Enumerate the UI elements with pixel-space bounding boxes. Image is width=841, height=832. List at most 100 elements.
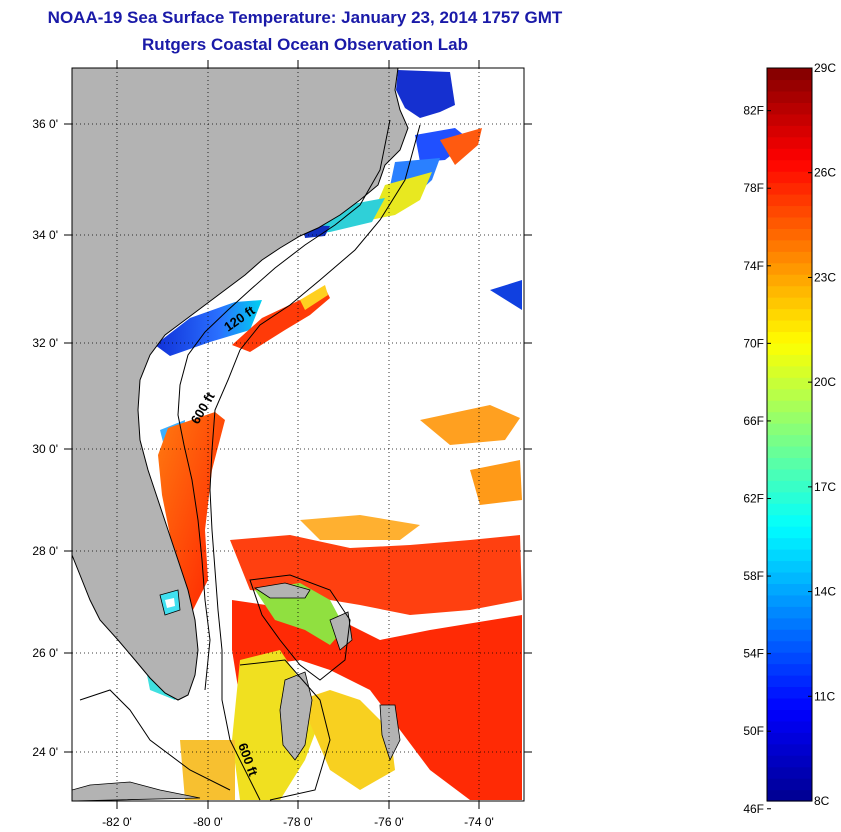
fahrenheit-scale: 82F 78F 74F 70F 66F 62F 58F 54F 50F 46F [743, 104, 771, 816]
colorbar-frame [766, 67, 813, 802]
lon-label: -76 0' [374, 815, 404, 829]
lat-label: 24 0' [32, 745, 58, 759]
colorbar-band [767, 617, 812, 630]
colorbar-band [767, 594, 812, 607]
colorbar-band [767, 319, 812, 333]
contour-great-bahama-bank [239, 659, 331, 801]
sst-patch [180, 740, 235, 800]
andros-island [279, 671, 313, 761]
lat-label: 28 0' [32, 544, 58, 558]
land [71, 67, 409, 802]
colorbar-band [767, 571, 812, 584]
sst-patch [232, 600, 522, 800]
celsius-tick-label: 11C [814, 689, 835, 703]
colorbar-band [767, 434, 812, 447]
lon-label: -80 0' [193, 815, 223, 829]
colorbar-band [767, 606, 812, 619]
colorbar-band [767, 629, 812, 642]
axis-ticks [64, 60, 532, 809]
colorbar-band [767, 526, 812, 539]
colorbar-band [767, 182, 812, 195]
contour-600ft [209, 124, 421, 801]
colorbar-band [767, 377, 812, 390]
lon-label: -82 0' [102, 815, 132, 829]
colorbar-band [767, 102, 812, 115]
colorbar-bands [767, 68, 812, 802]
fahrenheit-tick-label: 62F [743, 492, 764, 506]
sst-patch [300, 515, 420, 540]
celsius-scale: 29C 26C 23C 20C 17C 14C 11C 8C [808, 61, 836, 808]
fahrenheit-tick-label: 74F [743, 259, 764, 273]
abaco-island [329, 611, 353, 651]
colorbar-band [767, 205, 812, 218]
colorbar-band [767, 68, 812, 81]
sst-patch [396, 70, 455, 118]
colorbar-band [767, 308, 812, 321]
sst-patch [158, 412, 225, 612]
celsius-tick-label: 14C [814, 585, 836, 599]
map-subtitle: Rutgers Coastal Ocean Observation Lab [142, 35, 468, 54]
celsius-tick-label: 29C [814, 61, 836, 75]
colorbar-band [767, 171, 812, 184]
colorbar-band [767, 709, 812, 722]
lat-label: 34 0' [32, 228, 58, 242]
depth-contours [79, 119, 421, 801]
celsius-tick-label: 8C [814, 794, 830, 808]
colorbar-band [767, 159, 812, 172]
celsius-tick-label: 17C [814, 480, 836, 494]
colorbar-band [767, 365, 812, 378]
sst-patch [470, 460, 522, 505]
colorbar-band [767, 468, 812, 481]
colorbar-band [767, 652, 812, 665]
colorbar-band [767, 354, 812, 367]
colorbar-band [767, 148, 812, 161]
celsius-tick-label: 26C [814, 166, 836, 180]
colorbar-band [767, 514, 812, 527]
colorbar-band [767, 228, 812, 241]
colorbar-band [767, 766, 812, 779]
colorbar-band [767, 583, 812, 596]
colorbar-band [767, 457, 812, 470]
colorbar-band [767, 778, 812, 791]
temperature-colorbar: 29C 26C 23C 20C 17C 14C 11C 8C 82F 78F 74F 70F 66F 6… [743, 61, 836, 816]
colorbar-band [767, 193, 812, 207]
eleuthera [379, 704, 401, 762]
colorbar-band [767, 331, 812, 344]
sst-patch [255, 583, 345, 645]
map-title: NOAA-19 Sea Surface Temperature: January… [47, 8, 563, 27]
fahrenheit-tick-label: 78F [743, 181, 764, 195]
fahrenheit-tick-label: 58F [743, 569, 764, 583]
sst-patch [440, 128, 482, 165]
colorbar-band [767, 720, 812, 733]
colorbar-band [767, 549, 812, 562]
lat-label: 36 0' [32, 117, 58, 131]
colorbar-band [767, 251, 812, 264]
colorbar-band [767, 480, 812, 493]
colorbar-band [767, 400, 812, 413]
sst-patch [420, 405, 520, 445]
colorbar-band [767, 79, 812, 92]
graticule [72, 68, 524, 801]
lat-label: 30 0' [32, 442, 58, 456]
sst-patch [300, 285, 328, 310]
colorbar-band [767, 262, 812, 275]
colorbar-band [767, 640, 812, 653]
lon-label: -78 0' [283, 815, 313, 829]
fahrenheit-tick-label: 46F [743, 802, 764, 816]
lat-label: 26 0' [32, 646, 58, 660]
sst-patch [490, 280, 522, 310]
colorbar-band [767, 423, 812, 436]
colorbar-band [767, 274, 812, 287]
colorbar-band [767, 755, 812, 768]
celsius-tick-label: 20C [814, 375, 836, 389]
colorbar-band [767, 113, 812, 126]
colorbar-band [767, 411, 812, 424]
colorbar-band [767, 560, 812, 573]
colorbar-band [767, 342, 812, 355]
colorbar-band [767, 503, 812, 516]
colorbar-band [767, 491, 812, 504]
colorbar-band [767, 285, 812, 298]
colorbar-band [767, 216, 812, 229]
us-southeast-coast [71, 67, 409, 701]
